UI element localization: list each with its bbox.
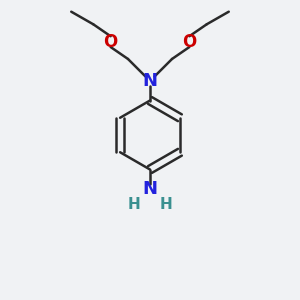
Text: N: N — [142, 180, 158, 198]
Text: O: O — [103, 33, 118, 51]
Text: O: O — [182, 33, 197, 51]
Text: H: H — [159, 197, 172, 212]
Text: H: H — [128, 197, 141, 212]
Text: N: N — [142, 72, 158, 90]
